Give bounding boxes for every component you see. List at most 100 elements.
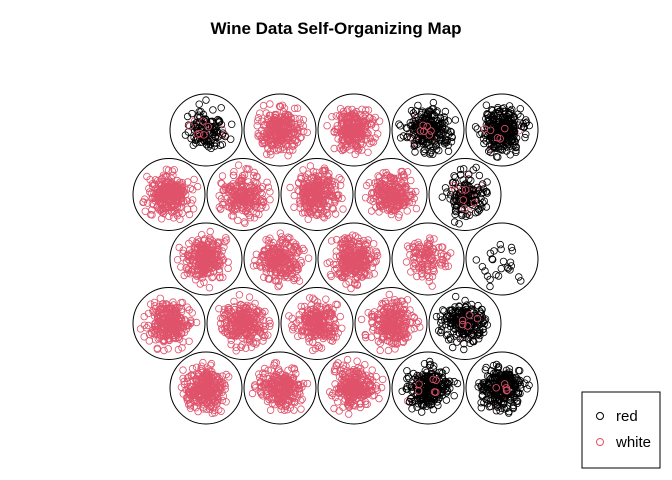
data-point — [501, 124, 509, 133]
data-point — [411, 107, 420, 115]
data-point — [271, 113, 279, 121]
data-point — [195, 111, 203, 119]
data-point — [258, 117, 266, 125]
data-point — [486, 126, 495, 134]
data-point — [495, 107, 503, 116]
data-point — [322, 295, 330, 303]
data-point — [307, 188, 316, 196]
data-point — [263, 128, 271, 137]
data-point — [275, 124, 283, 132]
data-point — [179, 198, 187, 206]
data-point — [220, 198, 228, 207]
data-point — [237, 343, 245, 351]
data-point — [249, 200, 258, 208]
som-node-r2-c5 — [428, 158, 502, 231]
data-point — [340, 145, 348, 154]
red-points — [181, 96, 236, 153]
data-point — [229, 171, 238, 179]
data-point — [440, 116, 449, 124]
data-point — [343, 135, 351, 143]
data-point — [266, 188, 274, 196]
white-points — [139, 165, 202, 223]
data-point — [346, 113, 354, 121]
data-point — [313, 211, 321, 220]
data-point — [209, 106, 217, 114]
data-point — [146, 210, 155, 219]
data-point — [286, 183, 294, 192]
som-node-boundary — [132, 158, 206, 231]
data-point — [238, 171, 247, 180]
data-point — [330, 193, 338, 202]
data-point — [187, 199, 195, 207]
data-point — [474, 301, 482, 310]
data-point — [366, 196, 374, 204]
data-point — [522, 130, 530, 138]
data-point — [287, 119, 295, 128]
data-point — [488, 105, 496, 114]
data-point — [211, 133, 220, 142]
data-point — [510, 141, 518, 150]
data-point — [158, 191, 166, 200]
som-node-r4-c2 — [206, 287, 280, 360]
data-point — [403, 133, 411, 142]
data-point — [217, 179, 225, 187]
data-point — [440, 113, 448, 121]
data-point — [201, 115, 210, 123]
data-point — [426, 150, 434, 158]
data-point — [303, 128, 311, 137]
data-point — [293, 104, 302, 112]
data-point — [338, 120, 346, 128]
data-point — [146, 175, 154, 184]
data-point — [214, 115, 222, 124]
data-point — [426, 132, 435, 140]
data-point — [332, 125, 340, 133]
data-point — [256, 109, 264, 117]
data-point — [319, 175, 327, 183]
data-point — [222, 236, 231, 244]
som-node-r5-c1 — [169, 351, 243, 425]
white-points — [249, 229, 313, 291]
som-node-boundary — [354, 158, 428, 231]
data-point — [371, 134, 379, 142]
data-point — [294, 332, 302, 341]
data-point — [231, 196, 239, 205]
data-point — [225, 185, 233, 193]
data-point — [280, 112, 289, 120]
data-point — [296, 134, 305, 142]
data-point — [218, 172, 227, 180]
data-point — [238, 188, 246, 196]
data-point — [246, 193, 254, 202]
data-point — [375, 188, 384, 196]
data-point — [407, 176, 415, 185]
data-point — [326, 258, 334, 266]
data-point — [412, 204, 421, 213]
data-point — [301, 173, 310, 181]
data-point — [280, 121, 288, 130]
data-point — [427, 110, 435, 119]
data-point — [318, 182, 326, 191]
data-point — [161, 201, 169, 209]
data-point — [517, 277, 525, 285]
data-point — [357, 135, 366, 143]
data-point — [473, 125, 481, 133]
data-point — [263, 178, 271, 186]
data-point — [389, 174, 398, 183]
data-point — [489, 114, 498, 122]
data-point — [502, 128, 510, 137]
data-point — [304, 254, 313, 262]
data-point — [330, 127, 338, 136]
data-point — [482, 114, 490, 123]
data-point — [502, 121, 510, 129]
data-point — [139, 198, 147, 207]
data-point — [258, 136, 266, 144]
data-point — [321, 176, 329, 184]
chart-title: Wine Data Self-Organizing Map — [210, 19, 461, 38]
data-point — [140, 333, 148, 341]
data-point — [146, 300, 155, 308]
data-point — [320, 164, 329, 172]
data-point — [471, 123, 480, 131]
data-point — [344, 113, 352, 121]
data-point — [202, 96, 210, 104]
data-point — [336, 312, 344, 321]
data-point — [189, 185, 197, 194]
